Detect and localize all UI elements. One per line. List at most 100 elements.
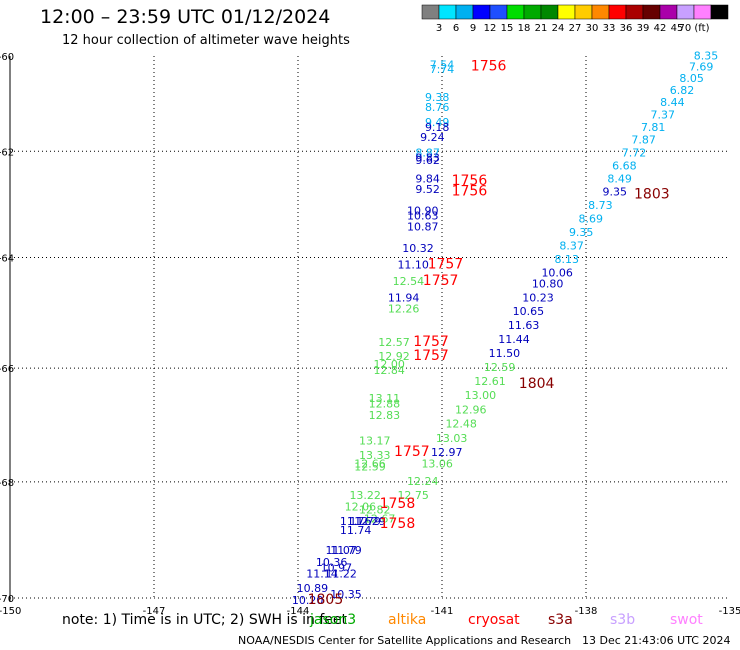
pass-time-label: 1758 <box>380 516 416 532</box>
x-tick-label: -144 <box>287 606 310 617</box>
pass-time-label: 1756 <box>452 184 488 200</box>
pass-time-label: 1757 <box>413 334 449 350</box>
wave-height-label: 11.50 <box>489 347 521 360</box>
pass-time-label: 1757 <box>413 348 449 364</box>
wave-height-label: 12.48 <box>445 418 477 431</box>
colorbar-label: 70 (ft) <box>679 23 710 34</box>
y-tick-label: -70 <box>0 594 14 605</box>
wave-height-label: 6.82 <box>670 84 695 97</box>
pass-time-label: 1805 <box>308 592 344 608</box>
wave-height-label: 10.35 <box>330 588 362 601</box>
wave-height-label: 8.37 <box>559 239 584 252</box>
wave-height-label: 7.72 <box>622 146 647 159</box>
wave-height-label: 10.89 <box>297 582 329 595</box>
pass-time-label: 1757 <box>394 444 430 460</box>
wave-height-label: 13.11 <box>369 392 401 405</box>
wave-height-label: 9.49 <box>425 116 450 129</box>
wave-height-label: 13.17 <box>359 435 391 448</box>
wave-height-label: 13.00 <box>465 389 497 402</box>
wave-height-label: 11.63 <box>508 319 540 332</box>
y-tick-label: -66 <box>0 364 14 375</box>
wave-height-label: 12.57 <box>378 336 410 349</box>
wave-height-label: 12.59 <box>354 460 386 473</box>
wave-height-label: 8.35 <box>694 50 719 63</box>
satellite-legend-swot: swot <box>670 612 703 628</box>
y-tick-label: -62 <box>0 147 14 158</box>
wave-height-label: 11.76 <box>340 515 372 528</box>
wave-height-label: 10.32 <box>402 242 434 255</box>
generated-timestamp: 13 Dec 21:43:06 UTC 2024 <box>582 634 731 647</box>
y-tick-label: -64 <box>0 253 14 264</box>
units-note: note: 1) Time is in UTC; 2) SWH is in fe… <box>62 612 348 628</box>
page-title: 12:00 – 23:59 UTC 01/12/2024 <box>40 6 331 28</box>
wave-height-label: 9.84 <box>415 173 440 186</box>
colorbar-swatch <box>710 4 729 20</box>
colorbar-label: 30 <box>586 23 599 34</box>
colorbar-label: 18 <box>518 23 531 34</box>
y-tick-label: -60 <box>0 52 14 63</box>
wave-height-label: 13.03 <box>436 432 468 445</box>
wave-height-label: 9.52 <box>415 183 440 196</box>
wave-height-label: 7.54 <box>430 58 455 71</box>
wave-height-label: 8.76 <box>425 101 450 114</box>
wave-height-label: 13.22 <box>349 489 381 502</box>
x-tick-label: -147 <box>143 606 166 617</box>
wave-height-label: 10.23 <box>522 291 554 304</box>
wave-height-label: 12.06 <box>345 501 377 514</box>
wave-height-label: 12.29 <box>354 515 386 528</box>
wave-height-label: 10.87 <box>407 220 439 233</box>
x-tick-label: -141 <box>431 606 454 617</box>
pass-time-label: 1757 <box>428 256 464 272</box>
y-tick-label: -68 <box>0 478 14 489</box>
satellite-legend-jason3: jason3 <box>310 612 357 628</box>
colorbar-label: 33 <box>603 23 616 34</box>
wave-height-label: 12.83 <box>369 409 401 422</box>
colorbar-label: 45 <box>671 23 684 34</box>
wave-height-label: 11.14 <box>306 568 338 581</box>
colorbar-label: 12 <box>484 23 497 34</box>
wave-height-label: 10.63 <box>407 210 439 223</box>
pass-time-label: 1756 <box>471 59 507 75</box>
wave-height-label: 7.69 <box>689 61 714 74</box>
wave-height-label: 11.79 <box>330 544 362 557</box>
wave-height-label: 12.67 <box>364 512 396 525</box>
colorbar-label: 15 <box>501 23 514 34</box>
colorbar-label: 6 <box>453 23 459 34</box>
wave-height-label: 8.44 <box>660 96 685 109</box>
wave-height-label: 12.24 <box>407 475 439 488</box>
wave-height-label: 12.59 <box>484 361 516 374</box>
pass-time-label: 1803 <box>634 186 670 202</box>
wave-height-label: 11.44 <box>498 333 530 346</box>
wave-height-label: 9.24 <box>420 131 445 144</box>
wave-height-label: 9.83 <box>415 152 440 165</box>
pass-time-label: 1756 <box>452 173 488 189</box>
wave-height-label: 11.74 <box>340 524 372 537</box>
wave-height-label: 12.66 <box>354 458 386 471</box>
colorbar-label: 39 <box>637 23 650 34</box>
pass-time-label: 1758 <box>380 496 416 512</box>
colorbar-label: 27 <box>569 23 582 34</box>
wave-height-label: 11.94 <box>388 291 420 304</box>
satellite-legend-s3b: s3b <box>610 612 636 628</box>
wave-height-label: 8.13 <box>555 253 580 266</box>
wave-height-label: 9.62 <box>415 154 440 167</box>
wave-height-label: 11.79 <box>349 515 381 528</box>
colorbar-label: 36 <box>620 23 633 34</box>
satellite-legend-s3a: s3a <box>548 612 573 628</box>
wave-height-label: 9.35 <box>569 226 594 239</box>
wave-height-label: 12.88 <box>369 398 401 411</box>
wave-height-label: 10.36 <box>316 556 348 569</box>
colorbar-label: 24 <box>552 23 565 34</box>
wave-height-label: 10.20 <box>292 594 324 607</box>
wave-height-label: 6.68 <box>612 159 637 172</box>
credit-text: NOAA/NESDIS Center for Satellite Applica… <box>238 634 572 647</box>
x-tick-label: -135 <box>719 606 740 617</box>
wave-height-label: 11.07 <box>325 544 357 557</box>
wave-height-label: 7.74 <box>430 63 455 76</box>
wave-height-label: 7.37 <box>651 108 676 121</box>
wave-height-label: 10.06 <box>541 267 573 280</box>
x-tick-label: -138 <box>575 606 598 617</box>
wave-height-label: 7.87 <box>631 134 656 147</box>
